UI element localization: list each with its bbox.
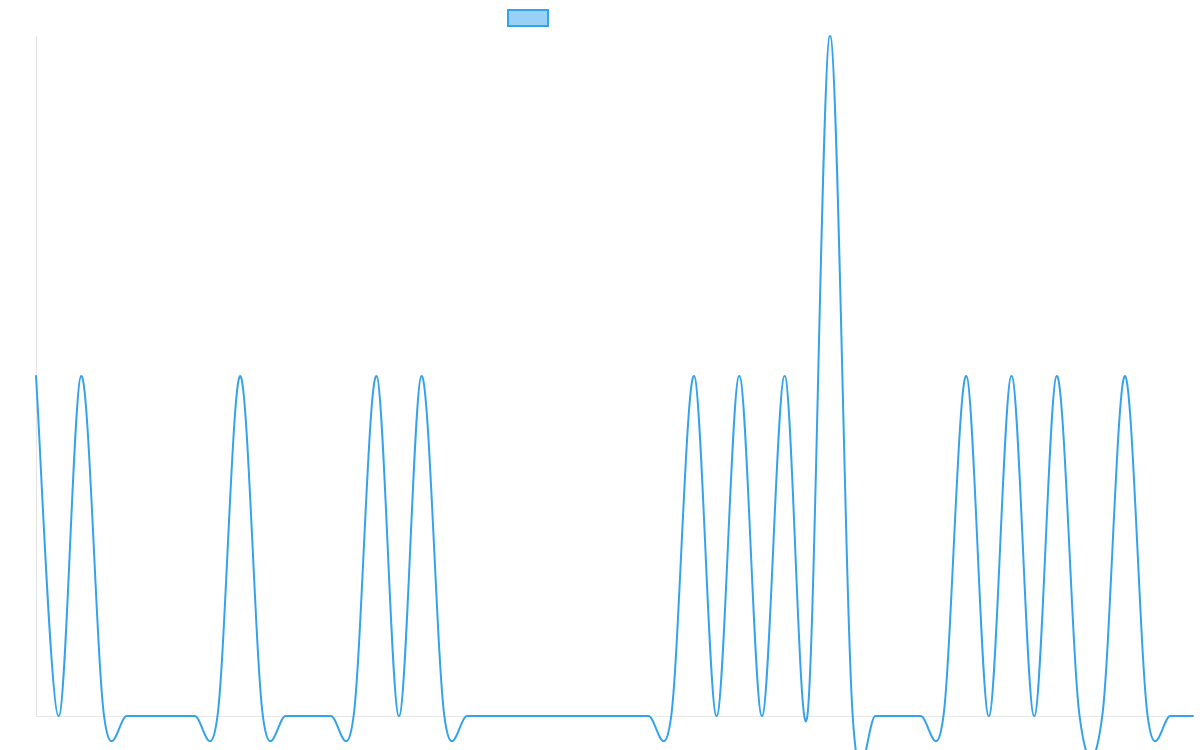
data-point-0-2[interactable] [78,373,84,379]
data-point-0-45[interactable] [1054,373,1060,379]
data-point-0-49[interactable] [1145,713,1151,719]
data-point-0-14[interactable] [351,713,357,719]
data-point-0-50[interactable] [1167,713,1173,719]
data-point-0-36[interactable] [850,713,856,719]
data-point-0-13[interactable] [328,713,334,719]
data-point-0-48[interactable] [1122,373,1128,379]
data-point-0-9[interactable] [237,373,243,379]
legend-swatch[interactable] [507,9,549,27]
data-point-0-38[interactable] [895,713,901,719]
data-point-0-19[interactable] [464,713,470,719]
data-point-0-25[interactable] [600,713,606,719]
data-point-0-33[interactable] [782,373,788,379]
data-point-0-23[interactable] [555,713,561,719]
data-point-0-11[interactable] [283,713,289,719]
data-point-0-44[interactable] [1031,713,1037,719]
data-point-0-29[interactable] [691,373,697,379]
data-point-0-6[interactable] [169,713,175,719]
data-point-0-4[interactable] [124,713,130,719]
data-point-0-10[interactable] [260,713,266,719]
data-point-0-37[interactable] [872,713,878,719]
series-line-0 [35,35,1194,750]
data-point-0-20[interactable] [487,713,493,719]
series-layer [33,33,1196,750]
data-point-0-27[interactable] [646,713,652,719]
data-point-0-34[interactable] [804,713,810,719]
data-point-0-5[interactable] [146,713,152,719]
data-point-0-35[interactable] [827,33,833,39]
data-point-0-42[interactable] [986,713,992,719]
data-point-0-8[interactable] [214,713,220,719]
data-point-0-47[interactable] [1099,713,1105,719]
data-point-0-16[interactable] [396,713,402,719]
data-point-0-43[interactable] [1009,373,1015,379]
data-point-0-3[interactable] [101,713,107,719]
data-point-0-32[interactable] [759,713,765,719]
data-point-0-51[interactable] [1190,713,1196,719]
data-point-0-12[interactable] [305,713,311,719]
data-point-0-41[interactable] [963,373,969,379]
data-point-0-40[interactable] [940,713,946,719]
data-point-0-17[interactable] [419,373,425,379]
data-point-0-15[interactable] [373,373,379,379]
data-point-0-22[interactable] [532,713,538,719]
data-point-0-31[interactable] [736,373,742,379]
data-point-0-46[interactable] [1077,713,1083,719]
data-point-0-24[interactable] [577,713,583,719]
data-point-0-26[interactable] [623,713,629,719]
data-point-0-28[interactable] [668,713,674,719]
data-point-0-0[interactable] [33,373,39,379]
data-point-0-21[interactable] [509,713,515,719]
data-point-0-7[interactable] [192,713,198,719]
data-point-0-30[interactable] [714,713,720,719]
data-point-0-39[interactable] [918,713,924,719]
data-point-0-18[interactable] [441,713,447,719]
data-point-0-1[interactable] [56,713,62,719]
